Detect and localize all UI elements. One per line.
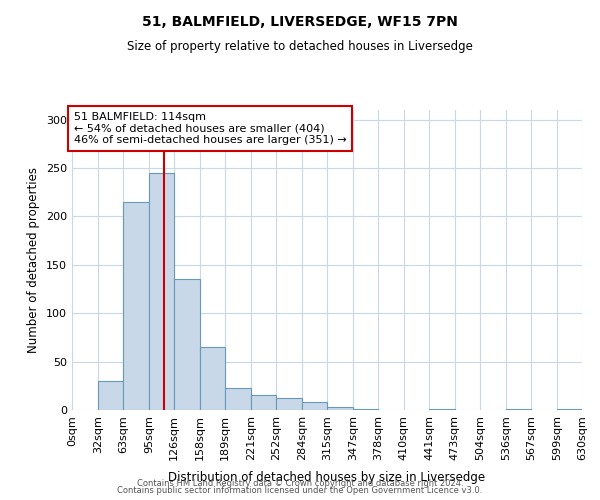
Bar [225,388,251,410]
Bar [327,407,353,410]
Bar [302,402,327,410]
Text: Contains public sector information licensed under the Open Government Licence v3: Contains public sector information licen… [118,486,482,495]
Bar [251,394,276,410]
Bar [98,381,123,410]
Y-axis label: Number of detached properties: Number of detached properties [28,167,40,353]
Bar [506,409,531,410]
Bar [557,409,582,410]
X-axis label: Distribution of detached houses by size in Liversedge: Distribution of detached houses by size … [169,471,485,484]
Text: 51 BALMFIELD: 114sqm
← 54% of detached houses are smaller (404)
46% of semi-deta: 51 BALMFIELD: 114sqm ← 54% of detached h… [74,112,346,145]
Bar [200,347,225,410]
Bar [149,173,174,410]
Bar [276,398,302,410]
Text: Contains HM Land Registry data © Crown copyright and database right 2024.: Contains HM Land Registry data © Crown c… [137,478,463,488]
Text: Size of property relative to detached houses in Liversedge: Size of property relative to detached ho… [127,40,473,53]
Bar [353,409,378,410]
Bar [174,280,200,410]
Bar [123,202,149,410]
Bar [429,409,455,410]
Text: 51, BALMFIELD, LIVERSEDGE, WF15 7PN: 51, BALMFIELD, LIVERSEDGE, WF15 7PN [142,15,458,29]
